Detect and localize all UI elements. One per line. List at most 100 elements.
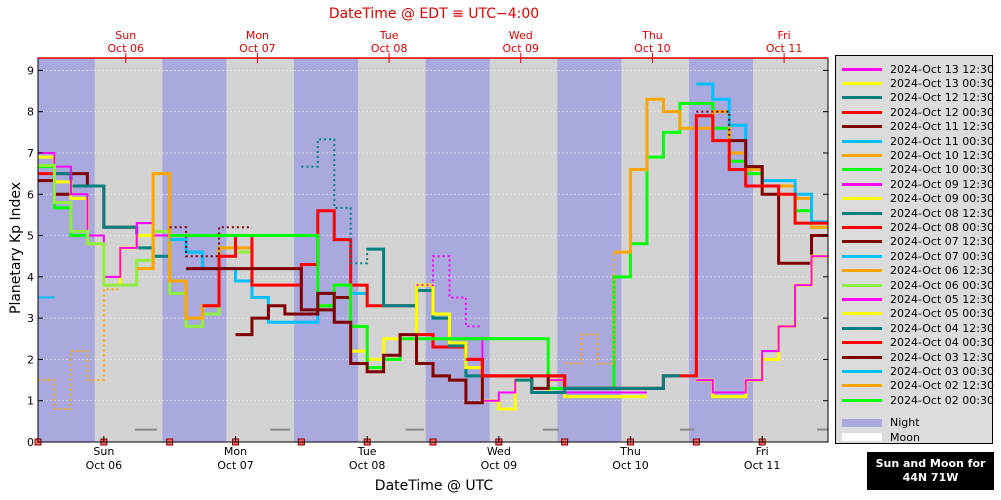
legend-swatch <box>842 153 882 157</box>
legend-swatch <box>842 168 882 172</box>
legend-swatch <box>842 240 882 244</box>
x-axis-title: DateTime @ UTC <box>375 478 494 494</box>
legend-label: 2024-Oct 12 00:30 <box>890 105 994 119</box>
legend-item: 2024-Oct 05 00:30 <box>842 307 994 321</box>
y-tick-label: 0 <box>27 436 34 449</box>
x-tick-day: Mon <box>224 445 247 458</box>
legend-item: 2024-Oct 09 00:30 <box>842 192 994 206</box>
series-line <box>696 255 828 394</box>
legend-item: 2024-Oct 13 12:30 <box>842 62 994 76</box>
y-tick-label: 7 <box>27 147 34 160</box>
legend-item: 2024-Oct 09 12:30 <box>842 177 994 191</box>
legend-item: Night <box>842 416 920 430</box>
legend-label: 2024-Oct 08 12:30 <box>890 206 994 220</box>
series-line <box>416 255 483 328</box>
legend-item: 2024-Oct 02 12:30 <box>842 379 994 393</box>
legend-swatch <box>842 125 882 129</box>
top-axis-title: DateTime @ EDT ≡ UTC−4:00 <box>328 6 540 22</box>
legend-item: 2024-Oct 11 00:30 <box>842 134 994 148</box>
legend-swatch <box>842 312 882 316</box>
top-tick-day: Fri <box>778 29 791 42</box>
legend-swatch <box>842 81 882 85</box>
top-tick-date: Oct 10 <box>634 42 671 55</box>
x-tick-date: Oct 08 <box>349 459 386 472</box>
series-line <box>169 226 252 258</box>
legend-swatch <box>842 254 882 258</box>
top-tick-date: Oct 06 <box>108 42 145 55</box>
x-tick-day: Thu <box>619 445 641 458</box>
legend-label: Night <box>890 416 920 430</box>
legend-swatch <box>842 225 882 229</box>
legend-swatch <box>842 326 882 330</box>
legend-label: 2024-Oct 02 00:30 <box>890 393 994 407</box>
series-line <box>465 114 828 390</box>
legend-swatch <box>842 433 882 441</box>
legend-label: 2024-Oct 05 12:30 <box>890 292 994 306</box>
legend-item: 2024-Oct 05 12:30 <box>842 292 994 306</box>
x-tick-day: Fri <box>756 445 769 458</box>
legend-item: 2024-Oct 02 00:30 <box>842 393 994 407</box>
legend-item: 2024-Oct 08 00:30 <box>842 220 994 234</box>
night-band <box>557 58 622 442</box>
y-tick-label: 2 <box>27 353 34 366</box>
legend-item: 2024-Oct 04 12:30 <box>842 321 994 335</box>
legend-swatch <box>842 96 882 100</box>
top-tick-day: Tue <box>379 29 399 42</box>
legend-swatch <box>842 283 882 287</box>
top-tick-date: Oct 07 <box>239 42 276 55</box>
legend-item: 2024-Oct 04 00:30 <box>842 336 994 350</box>
legend-swatch <box>842 139 882 143</box>
legend-item: 2024-Oct 07 12:30 <box>842 235 994 249</box>
legend-label: 2024-Oct 03 00:30 <box>890 364 994 378</box>
night-band <box>162 58 227 442</box>
legend-label: 2024-Oct 09 12:30 <box>890 177 994 191</box>
legend-label: 2024-Oct 13 00:30 <box>890 76 994 90</box>
y-axis-title: Planetary Kp Index <box>8 182 24 314</box>
y-tick-label: 1 <box>27 395 34 408</box>
legend-item: 2024-Oct 11 12:30 <box>842 120 994 134</box>
series-line <box>301 138 384 265</box>
legend-swatch <box>842 211 882 215</box>
night-band <box>38 58 95 442</box>
series-line <box>169 101 828 390</box>
sun-moon-location-box: Sun and Moon for 44N 71W <box>867 452 994 490</box>
legend-label: 2024-Oct 11 00:30 <box>890 134 994 148</box>
x-tick-date: Oct 09 <box>481 459 518 472</box>
top-tick-day: Mon <box>246 29 269 42</box>
top-tick-day: Thu <box>641 29 663 42</box>
legend-item: 2024-Oct 06 12:30 <box>842 264 994 278</box>
legend: 2024-Oct 13 12:30 2024-Oct 13 00:30 2024-O… <box>835 55 994 444</box>
legend-label: 2024-Oct 04 00:30 <box>890 336 994 350</box>
legend-item: 2024-Oct 03 00:30 <box>842 364 994 378</box>
legend-label: 2024-Oct 11 12:30 <box>890 120 994 134</box>
series-line <box>186 267 680 405</box>
legend-item: 2024-Oct 08 12:30 <box>842 206 994 220</box>
legend-item: 2024-Oct 10 12:30 <box>842 148 994 162</box>
legend-swatch <box>842 269 882 273</box>
night-band <box>294 58 359 442</box>
legend-swatch <box>842 384 882 388</box>
legend-label: 2024-Oct 06 12:30 <box>890 264 994 278</box>
legend-label: 2024-Oct 05 00:30 <box>890 307 994 321</box>
y-tick-label: 5 <box>27 230 34 243</box>
top-tick-date: Oct 08 <box>371 42 408 55</box>
series-line <box>515 374 680 394</box>
x-tick-date: Oct 11 <box>744 459 781 472</box>
legend-swatch <box>842 110 882 114</box>
series-lines <box>38 82 828 411</box>
legend-label: 2024-Oct 10 00:30 <box>890 163 994 177</box>
legend-swatch <box>842 398 882 402</box>
legend-swatch <box>842 369 882 373</box>
top-tick-date: Oct 09 <box>503 42 540 55</box>
legend-label: 2024-Oct 13 12:30 <box>890 62 994 76</box>
series-line <box>564 251 631 365</box>
sun-moon-line2: 44N 71W <box>902 471 959 484</box>
legend-item: 2024-Oct 13 00:30 <box>842 76 994 90</box>
legend-item: 2024-Oct 12 12:30 <box>842 91 994 105</box>
legend-swatch <box>842 67 882 71</box>
legend-swatch <box>842 355 882 359</box>
legend-swatch <box>842 197 882 201</box>
legend-swatch <box>842 341 882 345</box>
y-tick-label: 4 <box>27 271 34 284</box>
